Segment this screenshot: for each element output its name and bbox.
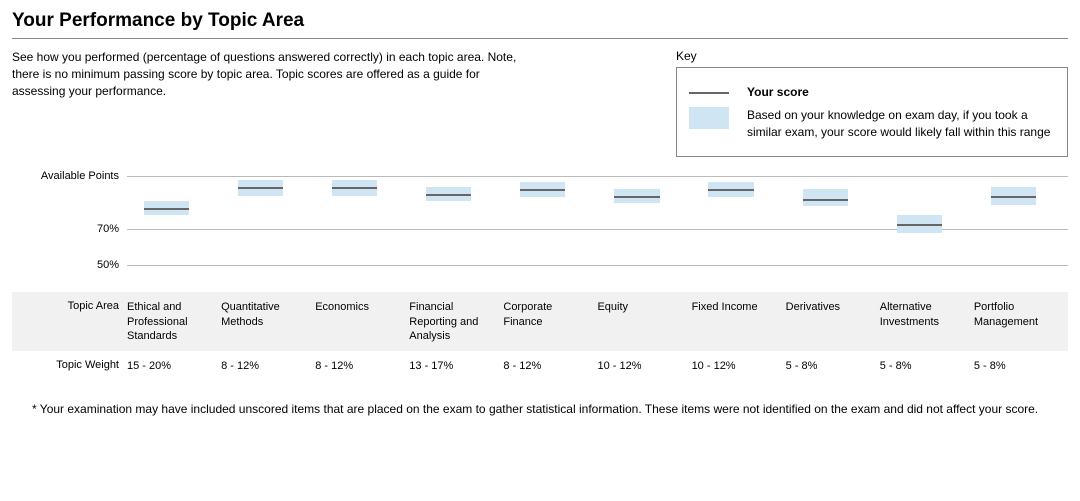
topic-name-cell: Quantitative Methods bbox=[221, 292, 315, 351]
legend-band-label: Based on your knowledge on exam day, if … bbox=[747, 107, 1055, 141]
score-line bbox=[332, 187, 377, 189]
score-line bbox=[708, 189, 753, 191]
topic-weight-cell: 5 - 8% bbox=[880, 351, 974, 381]
series-cell bbox=[786, 167, 880, 282]
y-axis: Available Points 70% 50% bbox=[12, 167, 127, 282]
legend-title: Key bbox=[676, 49, 1068, 63]
topic-table: Topic Area Ethical and Professional Stan… bbox=[12, 292, 1068, 381]
legend-row-score: Your score bbox=[689, 84, 1055, 101]
description-text: See how you performed (percentage of que… bbox=[12, 49, 532, 157]
topic-name-cell: Financial Reporting and Analysis bbox=[409, 292, 503, 351]
axis-label-50: 50% bbox=[97, 259, 119, 271]
band-swatch-icon bbox=[689, 107, 729, 129]
legend-row-band: Based on your knowledge on exam day, if … bbox=[689, 107, 1055, 141]
topic-name-cell: Portfolio Management bbox=[974, 292, 1068, 351]
legend: Key Your score Based on your knowledge o… bbox=[676, 49, 1068, 157]
score-band bbox=[803, 189, 848, 207]
legend-score-label: Your score bbox=[747, 84, 1055, 101]
topic-weight-cell: 5 - 8% bbox=[786, 351, 880, 381]
row-topic-area: Topic Area Ethical and Professional Stan… bbox=[12, 292, 1068, 351]
series-cell bbox=[315, 167, 409, 282]
topic-weight-cell: 8 - 12% bbox=[315, 351, 409, 381]
score-line bbox=[238, 187, 283, 189]
row-label-topic-weight: Topic Weight bbox=[12, 351, 127, 371]
legend-box: Your score Based on your knowledge on ex… bbox=[676, 67, 1068, 157]
series-cell bbox=[503, 167, 597, 282]
topic-name-cell: Economics bbox=[315, 292, 409, 351]
topic-weight-cell: 8 - 12% bbox=[503, 351, 597, 381]
topic-name-cell: Ethical and Professional Standards bbox=[127, 292, 221, 351]
page-title: Your Performance by Topic Area bbox=[12, 10, 1068, 32]
footnote: * Your examination may have included uns… bbox=[12, 402, 1068, 416]
score-line bbox=[991, 196, 1036, 198]
series-cell bbox=[974, 167, 1068, 282]
score-line bbox=[144, 208, 189, 210]
score-line-icon bbox=[689, 92, 729, 94]
score-line bbox=[803, 199, 848, 201]
series-cell bbox=[127, 167, 221, 282]
score-line bbox=[520, 189, 565, 191]
topic-weight-cell: 5 - 8% bbox=[974, 351, 1068, 381]
topic-weight-cell: 8 - 12% bbox=[221, 351, 315, 381]
score-line bbox=[897, 224, 942, 226]
series-cell bbox=[880, 167, 974, 282]
topic-name-cell: Corporate Finance bbox=[503, 292, 597, 351]
series-cell bbox=[692, 167, 786, 282]
topic-weight-cell: 10 - 12% bbox=[692, 351, 786, 381]
topic-weight-cell: 15 - 20% bbox=[127, 351, 221, 381]
row-label-topic-area: Topic Area bbox=[12, 292, 127, 312]
topic-weight-cell: 13 - 17% bbox=[409, 351, 503, 381]
series-cell bbox=[409, 167, 503, 282]
series-cell bbox=[221, 167, 315, 282]
score-line bbox=[426, 194, 471, 196]
row-topic-weight: Topic Weight 15 - 20%8 - 12%8 - 12%13 - … bbox=[12, 351, 1068, 381]
chart: Available Points 70% 50% bbox=[12, 167, 1068, 282]
axis-label-available-points: Available Points bbox=[41, 170, 119, 182]
topic-name-cell: Derivatives bbox=[786, 292, 880, 351]
divider bbox=[12, 38, 1068, 39]
topic-name-cell: Alternative Investments bbox=[880, 292, 974, 351]
series-cell bbox=[597, 167, 691, 282]
plot-area bbox=[127, 167, 1068, 282]
axis-label-70: 70% bbox=[97, 223, 119, 235]
topic-name-cell: Equity bbox=[597, 292, 691, 351]
score-line bbox=[614, 196, 659, 198]
topic-weight-cell: 10 - 12% bbox=[597, 351, 691, 381]
topic-name-cell: Fixed Income bbox=[692, 292, 786, 351]
